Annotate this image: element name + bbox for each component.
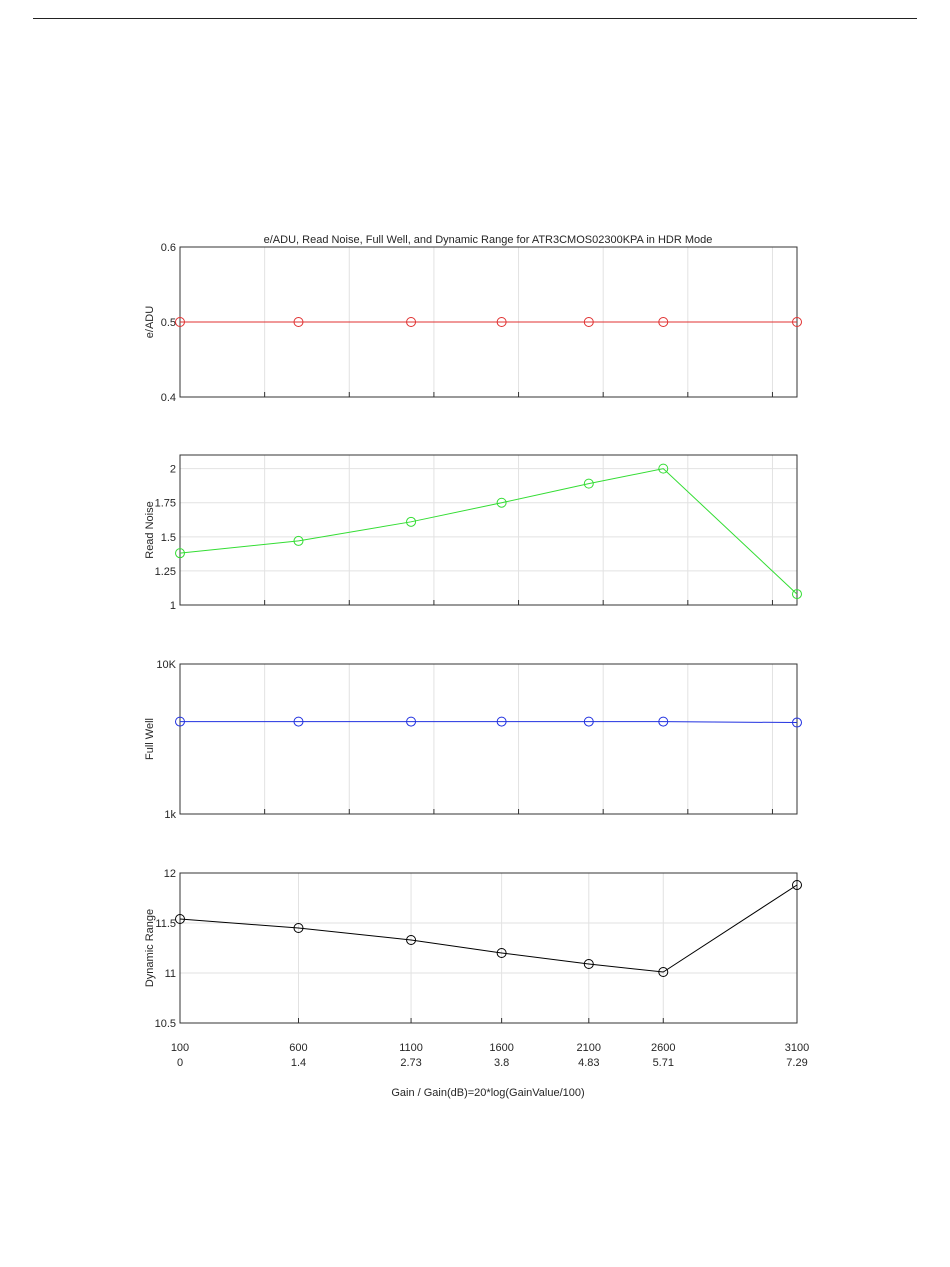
data-point (496, 948, 507, 958)
data-point (406, 716, 417, 727)
x-tick-label-db: 2.73 (400, 1057, 421, 1069)
y-tick-label: 0.4 (161, 392, 176, 404)
chart-title: e/ADU, Read Noise, Full Well, and Dynami… (264, 234, 713, 246)
y-tick-label: 2 (170, 464, 176, 476)
y-tick-label: 1k (164, 809, 176, 821)
y-axis-label: e/ADU (144, 306, 156, 338)
x-tick-label-gain: 3100 (785, 1042, 809, 1054)
page-top-rule (33, 18, 917, 19)
data-point (175, 914, 185, 924)
data-point (583, 317, 594, 327)
y-tick-label: 0.5 (161, 317, 176, 329)
data-point (583, 478, 594, 489)
data-point (583, 716, 594, 727)
data-point (293, 923, 304, 933)
data-point (406, 516, 417, 527)
data-point (293, 317, 304, 327)
y-axis-label: Full Well (144, 718, 156, 760)
x-tick-label-db: 0 (177, 1057, 183, 1069)
data-point (175, 548, 185, 559)
data-point (406, 317, 417, 327)
data-point (496, 497, 507, 508)
x-tick-label-db: 5.71 (653, 1057, 674, 1069)
data-point (293, 535, 304, 546)
y-tick-label: 1 (170, 600, 176, 612)
y-tick-label: 1.75 (155, 498, 176, 510)
data-point (792, 589, 802, 600)
x-tick-label-db: 1.4 (291, 1057, 306, 1069)
x-tick-label-db: 7.29 (786, 1057, 807, 1069)
x-tick-label-gain: 1100 (399, 1042, 423, 1054)
x-tick-label-db: 3.8 (494, 1057, 509, 1069)
data-point (583, 959, 594, 969)
data-point (293, 716, 304, 727)
series-line (180, 721, 798, 724)
y-tick-label: 11 (165, 968, 176, 980)
series-line (179, 468, 798, 595)
axes-frame (179, 872, 798, 1024)
y-tick-label: 10K (156, 659, 176, 671)
data-point (658, 967, 669, 977)
data-point (496, 716, 507, 727)
series-line (179, 884, 798, 973)
y-axis-label: Read Noise (144, 501, 156, 558)
y-tick-label: 12 (164, 868, 176, 880)
x-tick-label-gain: 600 (289, 1042, 307, 1054)
data-point (658, 716, 669, 727)
x-tick-label-gain: 2600 (651, 1042, 675, 1054)
data-point (792, 717, 802, 728)
data-point (792, 317, 802, 327)
y-tick-label: 10.5 (155, 1018, 176, 1030)
y-axis-label: Dynamic Range (144, 909, 156, 987)
data-point (496, 317, 507, 327)
data-point (658, 317, 669, 327)
axes-frame (179, 454, 798, 606)
x-tick-label-db: 4.83 (578, 1057, 599, 1069)
data-point (406, 935, 417, 945)
y-tick-label: 11.5 (155, 918, 176, 930)
data-point (175, 716, 185, 727)
axes-frame (179, 663, 798, 815)
data-point (175, 317, 185, 327)
x-tick-label-gain: 2100 (577, 1042, 601, 1054)
data-point (658, 463, 669, 474)
y-tick-label: 1.5 (161, 532, 176, 544)
x-axis-label: Gain / Gain(dB)=20*log(GainValue/100) (391, 1087, 584, 1099)
x-tick-label-gain: 1600 (489, 1042, 513, 1054)
y-tick-label: 0.6 (161, 242, 176, 254)
y-tick-label: 1.25 (155, 566, 176, 578)
x-tick-label-gain: 100 (171, 1042, 189, 1054)
data-point (792, 880, 802, 890)
